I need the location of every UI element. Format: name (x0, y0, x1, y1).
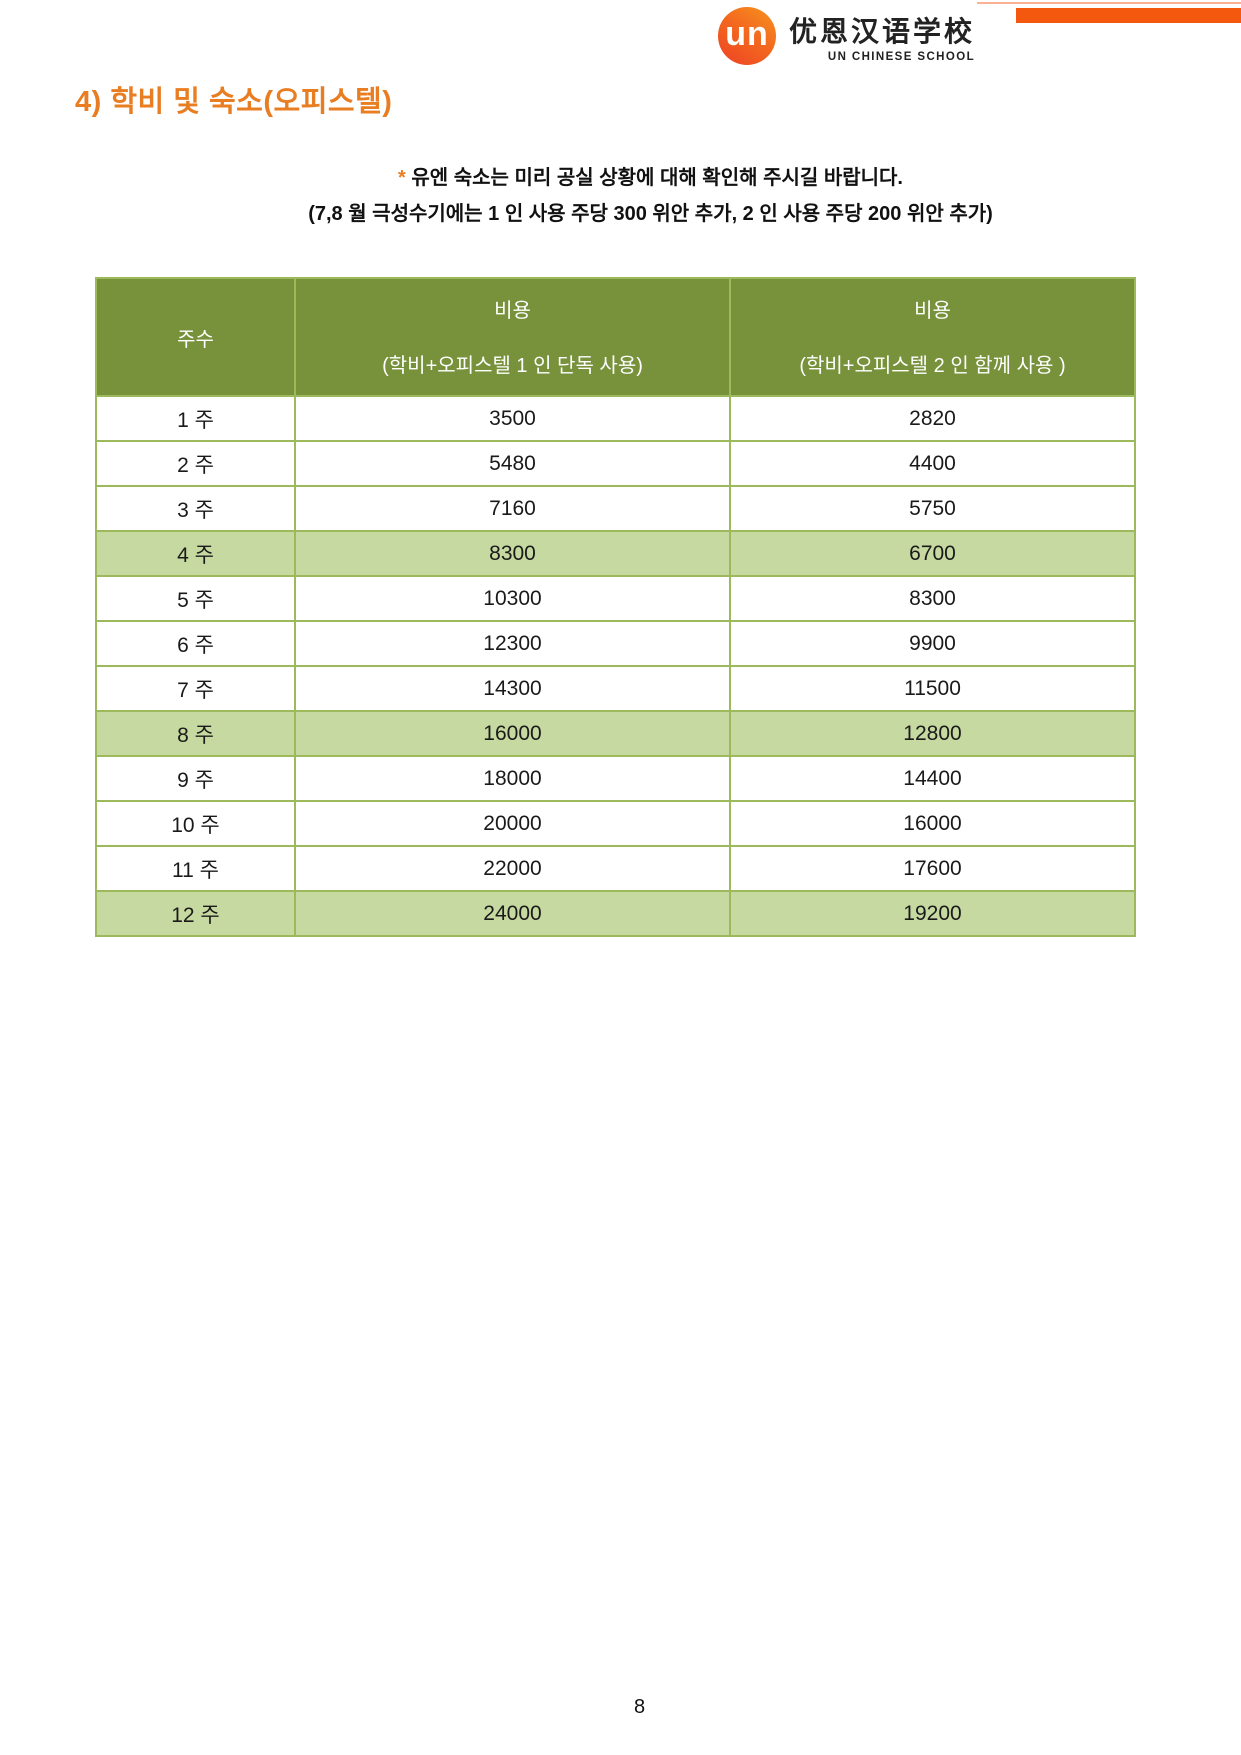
note-line-1: * 유엔 숙소는 미리 공실 상황에 대해 확인해 주시길 바랍니다. (60, 160, 1241, 196)
price-single-cell: 7160 (294, 485, 731, 532)
price-single-cell: 8300 (294, 530, 731, 577)
table-row: 5 주 10300 8300 (95, 575, 1136, 622)
table-row: 12 주 24000 19200 (95, 890, 1136, 937)
school-name-english: UN CHINESE SCHOOL (827, 50, 976, 63)
header-double-line1: 비용 (914, 300, 951, 322)
table-row: 10 주 20000 16000 (95, 800, 1136, 847)
price-double-cell: 4400 (729, 440, 1136, 487)
price-single-cell: 22000 (294, 845, 731, 892)
weeks-cell: 11 주 (95, 845, 296, 892)
weeks-cell: 12 주 (95, 890, 296, 937)
table-row: 8 주 16000 12800 (95, 710, 1136, 757)
price-double-cell: 6700 (729, 530, 1136, 577)
top-orange-bar (1016, 8, 1241, 23)
table-row: 11 주 22000 17600 (95, 845, 1136, 892)
price-table: 주수 비용 (학비+오피스텔 1 인 단독 사용) 비용 (학비+오피스텔 2 … (95, 277, 1136, 937)
header-cell-double: 비용 (학비+오피스텔 2 인 함께 사용 ) (729, 277, 1136, 397)
price-double-cell: 8300 (729, 575, 1136, 622)
logo-names: 优恩汉语学校 UN CHINESE SCHOOL (789, 7, 975, 63)
header-double-line2: (학비+오피스텔 2 인 함께 사용 ) (799, 355, 1066, 377)
note-line-2: (7,8 월 극성수기에는 1 인 사용 주당 300 위안 추가, 2 인 사… (308, 203, 993, 225)
weeks-cell: 10 주 (95, 800, 296, 847)
school-name-chinese: 优恩汉语学校 (789, 16, 976, 47)
header-single-line1: 비용 (494, 300, 531, 322)
weeks-cell: 9 주 (95, 755, 296, 802)
price-double-cell: 12800 (729, 710, 1136, 757)
note-asterisk: * (398, 167, 406, 189)
price-double-cell: 16000 (729, 800, 1136, 847)
header-cell-single: 비용 (학비+오피스텔 1 인 단독 사용) (294, 277, 731, 397)
header-cell-weeks: 주수 (95, 277, 296, 397)
page-number: 8 (633, 1696, 646, 1718)
price-double-cell: 14400 (729, 755, 1136, 802)
price-double-cell: 5750 (729, 485, 1136, 532)
un-logo-icon: un (718, 7, 776, 65)
table-row: 9 주 18000 14400 (95, 755, 1136, 802)
price-double-cell: 2820 (729, 395, 1136, 442)
price-table-container: 주수 비용 (학비+오피스텔 1 인 단독 사용) 비용 (학비+오피스텔 2 … (95, 277, 1136, 937)
top-thin-orange-rule (977, 2, 1241, 4)
price-single-cell: 3500 (294, 395, 731, 442)
table-row: 6 주 12300 9900 (95, 620, 1136, 667)
header-double-stack: 비용 (학비+오피스텔 2 인 함께 사용 ) (731, 279, 1134, 395)
price-double-cell: 19200 (729, 890, 1136, 937)
weeks-cell: 1 주 (95, 395, 296, 442)
price-single-cell: 24000 (294, 890, 731, 937)
table-body: 1 주 3500 2820 2 주 5480 4400 3 주 7160 575… (95, 395, 1136, 937)
school-logo: un 优恩汉语学校 UN CHINESE SCHOOL (718, 7, 975, 65)
un-logo-text: un (725, 15, 769, 53)
price-double-cell: 17600 (729, 845, 1136, 892)
weeks-cell: 8 주 (95, 710, 296, 757)
weeks-cell: 6 주 (95, 620, 296, 667)
note-line-1-text: 유엔 숙소는 미리 공실 상황에 대해 확인해 주시길 바랍니다. (405, 167, 903, 189)
weeks-cell: 4 주 (95, 530, 296, 577)
price-double-cell: 11500 (729, 665, 1136, 712)
price-single-cell: 12300 (294, 620, 731, 667)
header-single-line2: (학비+오피스텔 1 인 단독 사용) (382, 355, 643, 377)
price-single-cell: 20000 (294, 800, 731, 847)
table-row: 4 주 8300 6700 (95, 530, 1136, 577)
weeks-cell: 7 주 (95, 665, 296, 712)
table-row: 2 주 5480 4400 (95, 440, 1136, 487)
weeks-cell: 2 주 (95, 440, 296, 487)
header-row: 주수 비용 (학비+오피스텔 1 인 단독 사용) 비용 (학비+오피스텔 2 … (95, 277, 1136, 397)
price-single-cell: 10300 (294, 575, 731, 622)
notes-block: * 유엔 숙소는 미리 공실 상황에 대해 확인해 주시길 바랍니다. (7,8… (60, 160, 1241, 232)
price-double-cell: 9900 (729, 620, 1136, 667)
price-single-cell: 14300 (294, 665, 731, 712)
section-title: 4) 학비 및 숙소(오피스텔) (75, 86, 393, 118)
price-single-cell: 5480 (294, 440, 731, 487)
price-single-cell: 16000 (294, 710, 731, 757)
weeks-cell: 3 주 (95, 485, 296, 532)
price-single-cell: 18000 (294, 755, 731, 802)
weeks-cell: 5 주 (95, 575, 296, 622)
header-single-stack: 비용 (학비+오피스텔 1 인 단독 사용) (296, 279, 729, 395)
table-row: 1 주 3500 2820 (95, 395, 1136, 442)
table-row: 3 주 7160 5750 (95, 485, 1136, 532)
table-row: 7 주 14300 11500 (95, 665, 1136, 712)
price-table-header: 주수 비용 (학비+오피스텔 1 인 단독 사용) 비용 (학비+오피스텔 2 … (95, 277, 1136, 397)
